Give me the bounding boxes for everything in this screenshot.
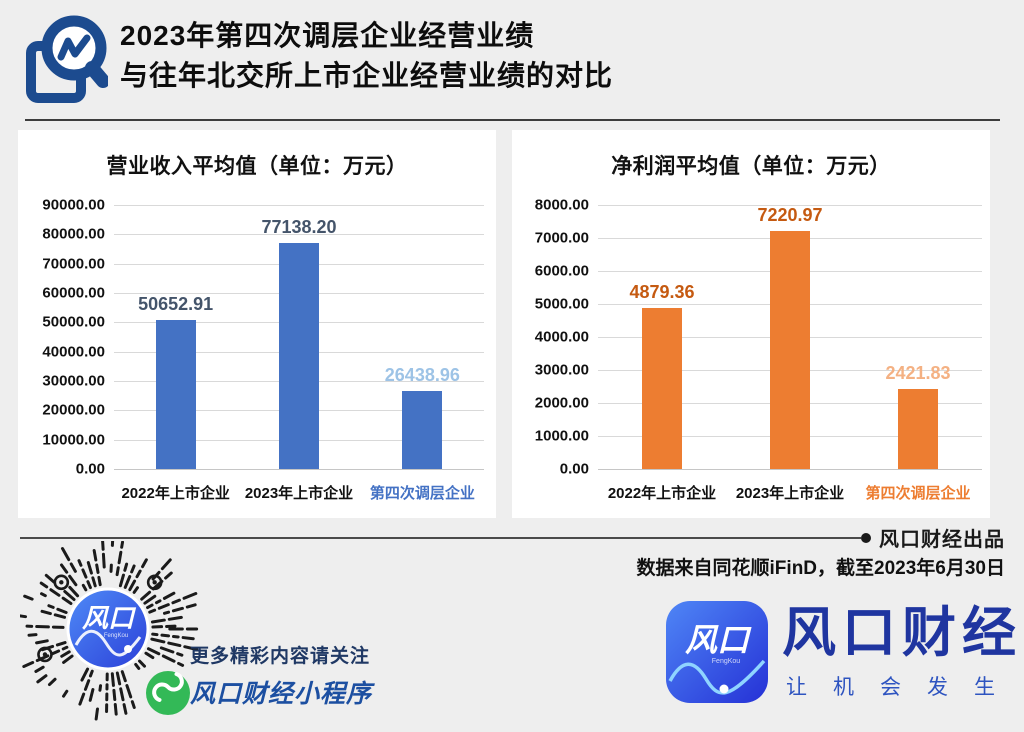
profit-chart-title: 净利润平均值（单位：万元） xyxy=(512,150,990,180)
title-line-2: 与往年北交所上市企业经营业绩的对比 xyxy=(120,56,613,96)
bar xyxy=(402,391,442,469)
header: 2023年第四次调层企业经营业绩 与往年北交所上市企业经营业绩的对比 xyxy=(24,10,613,106)
bullet-icon xyxy=(861,533,871,543)
y-axis-tick-label: 6000.00 xyxy=(535,263,589,280)
y-axis-tick-label: 0.00 xyxy=(560,461,589,478)
wechat-icon xyxy=(146,671,190,715)
y-axis-tick-label: 7000.00 xyxy=(535,230,589,247)
y-axis-tick-label: 3000.00 xyxy=(535,362,589,379)
byline-label: 风口财经出品 xyxy=(879,523,1005,552)
y-axis-tick-label: 50000.00 xyxy=(42,314,105,331)
gridline xyxy=(114,469,484,470)
byline-rule xyxy=(20,537,861,539)
promo-text: 更多精彩内容请关注 风口财经小程序 xyxy=(190,641,372,710)
gridline xyxy=(114,205,484,206)
category-label: 2022年上市企业 xyxy=(608,482,716,503)
qr-center-subtext: FengKou xyxy=(104,633,128,639)
category-label: 第四次调层企业 xyxy=(370,482,475,503)
category-label: 2023年上市企业 xyxy=(736,482,844,503)
y-axis-tick-label: 30000.00 xyxy=(42,373,105,390)
revenue-chart-title: 营业收入平均值（单位：万元） xyxy=(18,150,496,180)
bar xyxy=(156,320,196,469)
category-label: 第四次调层企业 xyxy=(865,482,970,503)
qr-center-logo: 风口 FengKou xyxy=(68,589,148,669)
magnifier-chart-icon xyxy=(24,10,108,106)
promo-line-2: 风口财经小程序 xyxy=(190,674,372,710)
page-title: 2023年第四次调层企业经营业绩 与往年北交所上市企业经营业绩的对比 xyxy=(120,10,613,96)
y-axis-tick-label: 40000.00 xyxy=(42,343,105,360)
brand-block: 风口 FengKou 风口财经 让机会发生 xyxy=(666,601,1022,703)
y-axis-tick-label: 10000.00 xyxy=(42,431,105,448)
bar xyxy=(770,231,810,469)
y-axis-tick-label: 1000.00 xyxy=(535,428,589,445)
bar-value-label: 4879.36 xyxy=(629,282,694,303)
brand-tagline: 让机会发生 xyxy=(786,671,1022,701)
data-source-note: 数据来自同花顺iFinD，截至2023年6月30日 xyxy=(637,553,1005,580)
category-label: 2023年上市企业 xyxy=(245,482,353,503)
y-axis-tick-label: 60000.00 xyxy=(42,285,105,302)
y-axis-tick-label: 0.00 xyxy=(76,461,105,478)
bar-value-label: 50652.91 xyxy=(138,294,213,315)
brand-icon-subtext: FengKou xyxy=(712,658,741,665)
qr-code-block: 风口 FengKou xyxy=(20,541,200,727)
y-axis-tick-label: 5000.00 xyxy=(535,296,589,313)
brand-icon-text: 风口 xyxy=(685,622,752,658)
bar xyxy=(898,389,938,469)
bar xyxy=(279,243,319,469)
bar-value-label: 7220.97 xyxy=(757,205,822,226)
bar-value-label: 2421.83 xyxy=(885,363,950,384)
fengkou-app-icon: 风口 FengKou xyxy=(666,601,768,703)
y-axis-tick-label: 80000.00 xyxy=(42,226,105,243)
bar-value-label: 77138.20 xyxy=(261,217,336,238)
y-axis-tick-label: 20000.00 xyxy=(42,402,105,419)
gridline xyxy=(598,469,982,470)
promo-line-1: 更多精彩内容请关注 xyxy=(190,641,372,668)
y-axis-tick-label: 4000.00 xyxy=(535,329,589,346)
y-axis-tick-label: 8000.00 xyxy=(535,197,589,214)
bar xyxy=(642,308,682,469)
category-label: 2022年上市企业 xyxy=(121,482,229,503)
qr-center-text: 风口 xyxy=(82,603,137,633)
y-axis-tick-label: 70000.00 xyxy=(42,255,105,272)
bar-value-label: 26438.96 xyxy=(385,365,460,386)
y-axis-tick-label: 90000.00 xyxy=(42,197,105,214)
y-axis-tick-label: 2000.00 xyxy=(535,395,589,412)
brand-name: 风口财经 xyxy=(782,607,1022,659)
mini-program-qr-code[interactable]: 风口 FengKou xyxy=(20,541,200,727)
brand-text: 风口财经 让机会发生 xyxy=(782,601,1022,701)
title-line-1: 2023年第四次调层企业经营业绩 xyxy=(120,16,613,56)
header-divider xyxy=(25,119,1000,121)
